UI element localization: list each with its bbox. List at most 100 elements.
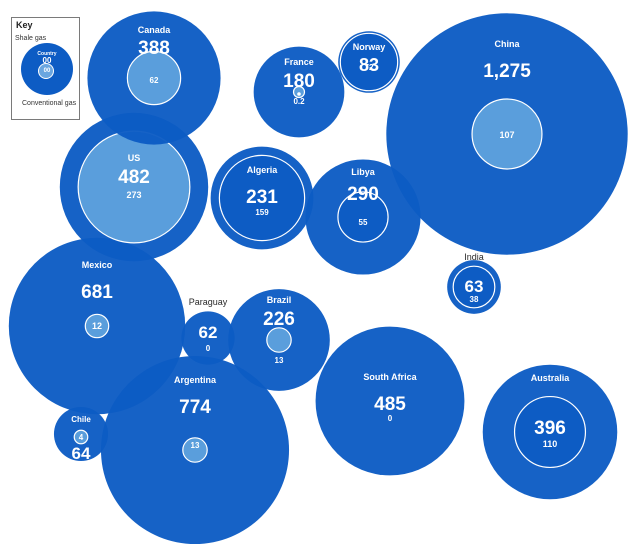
shale-gas-value-mexico: 681 (81, 282, 113, 303)
conventional-gas-circle-india (452, 265, 496, 309)
shale-gas-value-argentina: 774 (179, 397, 211, 418)
key-legend: Key Shale gas Country 00 00 Conventional… (11, 17, 80, 120)
labels-libya: Libya 290 55 (347, 167, 379, 227)
conventional-gas-value-us: 273 (126, 190, 141, 200)
labels-brazil: Brazil 226 13 (263, 295, 295, 365)
conventional-gas-circle-algeria (218, 154, 306, 242)
conventional-gas-value-norway: 72 (365, 63, 374, 72)
key-sample-bubble: Country 00 00 (21, 43, 73, 95)
conventional-gas-value-chile: 4 (79, 433, 84, 442)
conventional-gas-value-argentina: 13 (191, 441, 200, 450)
conventional-gas-circle-libya (337, 191, 389, 243)
labels-canada: Canada 388 62 (138, 25, 172, 85)
bubble-us (59, 112, 209, 262)
bubble-canada (87, 11, 221, 145)
key-title: Key (16, 20, 33, 30)
shale-gas-circle-south-africa (315, 326, 465, 476)
bubble-brazil (228, 289, 330, 391)
country-name-libya: Libya (351, 167, 376, 177)
conventional-gas-value-brazil: 13 (275, 356, 284, 365)
bubble-south-africa (315, 326, 465, 476)
conventional-gas-value-mexico: 12 (92, 321, 102, 331)
labels-us: US 482 273 (118, 153, 150, 200)
bubble-france (253, 46, 345, 138)
country-name-brazil: Brazil (267, 295, 292, 305)
shale-gas-value-norway: 83 (359, 55, 379, 75)
country-name-algeria: Algeria (247, 165, 279, 175)
shale-gas-value-us: 482 (118, 167, 150, 188)
bubble-china (386, 13, 628, 255)
shale-gas-value-algeria: 231 (246, 187, 278, 208)
bubble-mexico (8, 237, 186, 415)
shale-gas-value-paraguay: 62 (199, 323, 218, 342)
bubble-india (447, 260, 501, 314)
shale-gas-value-south-africa: 485 (374, 394, 406, 415)
key-shale-gas-label: Shale gas (15, 35, 47, 42)
conventional-gas-value-china: 107 (499, 130, 514, 140)
shale-gas-circle-paraguay (181, 311, 235, 365)
labels-china: China 1,275 107 (483, 39, 531, 140)
conventional-gas-circle-france (292, 85, 306, 99)
shale-gas-value-india: 63 (465, 277, 484, 296)
shale-gas-value-canada: 388 (138, 38, 170, 59)
conventional-gas-value-canada: 62 (150, 76, 159, 85)
country-name-france: France (284, 57, 314, 67)
key-shale-value: 00 (42, 56, 52, 65)
conventional-gas-circle-canada (126, 50, 182, 106)
key-country-label: Country (37, 51, 57, 57)
shale-gas-value-australia: 396 (534, 418, 566, 439)
shale-gas-value-france: 180 (283, 71, 315, 92)
bubble-australia (482, 364, 618, 500)
conventional-gas-value-australia: 110 (543, 439, 558, 449)
key-conventional-gas-label: Conventional gas (22, 100, 77, 107)
labels-paraguay: Paraguay 62 0 (189, 297, 228, 353)
conventional-gas-value-paraguay: 0 (206, 344, 211, 353)
conventional-gas-circle-australia (513, 395, 587, 469)
country-name-china: China (494, 39, 520, 49)
country-name-mexico: Mexico (82, 260, 113, 270)
shale-gas-value-libya: 290 (347, 184, 379, 205)
country-name-argentina: Argentina (174, 375, 217, 385)
bubble-norway (338, 31, 400, 93)
conventional-gas-value-algeria: 159 (255, 208, 269, 217)
conventional-gas-dot-france (297, 92, 301, 96)
conventional-gas-value-libya: 55 (359, 218, 368, 227)
key-conventional-value: 00 (43, 68, 51, 74)
bubble-paraguay (181, 311, 235, 365)
bubble-algeria (210, 146, 314, 250)
conventional-gas-circle-argentina (182, 437, 208, 463)
country-name-norway: Norway (353, 42, 386, 52)
labels-mexico: Mexico 681 12 (81, 260, 113, 331)
conventional-gas-value-india: 38 (470, 295, 479, 304)
shale-gas-value-brazil: 226 (263, 309, 295, 330)
labels-france: France 180 0.2 (283, 57, 315, 106)
shale-gas-value-chile: 64 (72, 444, 91, 463)
conventional-gas-circle-chile (73, 429, 89, 445)
country-name-us: US (128, 153, 141, 163)
shale-gas-value-china: 1,275 (483, 61, 531, 82)
conventional-gas-value-france: 0.2 (293, 97, 305, 106)
labels-chile: Chile 64 4 (71, 415, 91, 463)
conventional-gas-circle-mexico (84, 313, 110, 339)
conventional-gas-circle-brazil (266, 327, 292, 353)
conventional-gas-value-south-africa: 0 (388, 414, 393, 423)
country-name-chile: Chile (71, 415, 91, 424)
bubble-libya (305, 159, 421, 275)
key-conventional-bubble: 00 (38, 63, 54, 79)
bubble-chile (53, 406, 109, 462)
country-name-canada: Canada (138, 25, 172, 35)
country-name-paraguay: Paraguay (189, 297, 228, 307)
country-name-australia: Australia (531, 373, 571, 383)
conventional-gas-circle-china (471, 98, 543, 170)
country-name-south-africa: South Africa (363, 372, 417, 382)
conventional-gas-circle-norway (339, 32, 399, 92)
country-name-india: India (464, 252, 484, 262)
bubble-argentina (100, 355, 290, 545)
labels-argentina: Argentina 774 13 (174, 375, 217, 450)
